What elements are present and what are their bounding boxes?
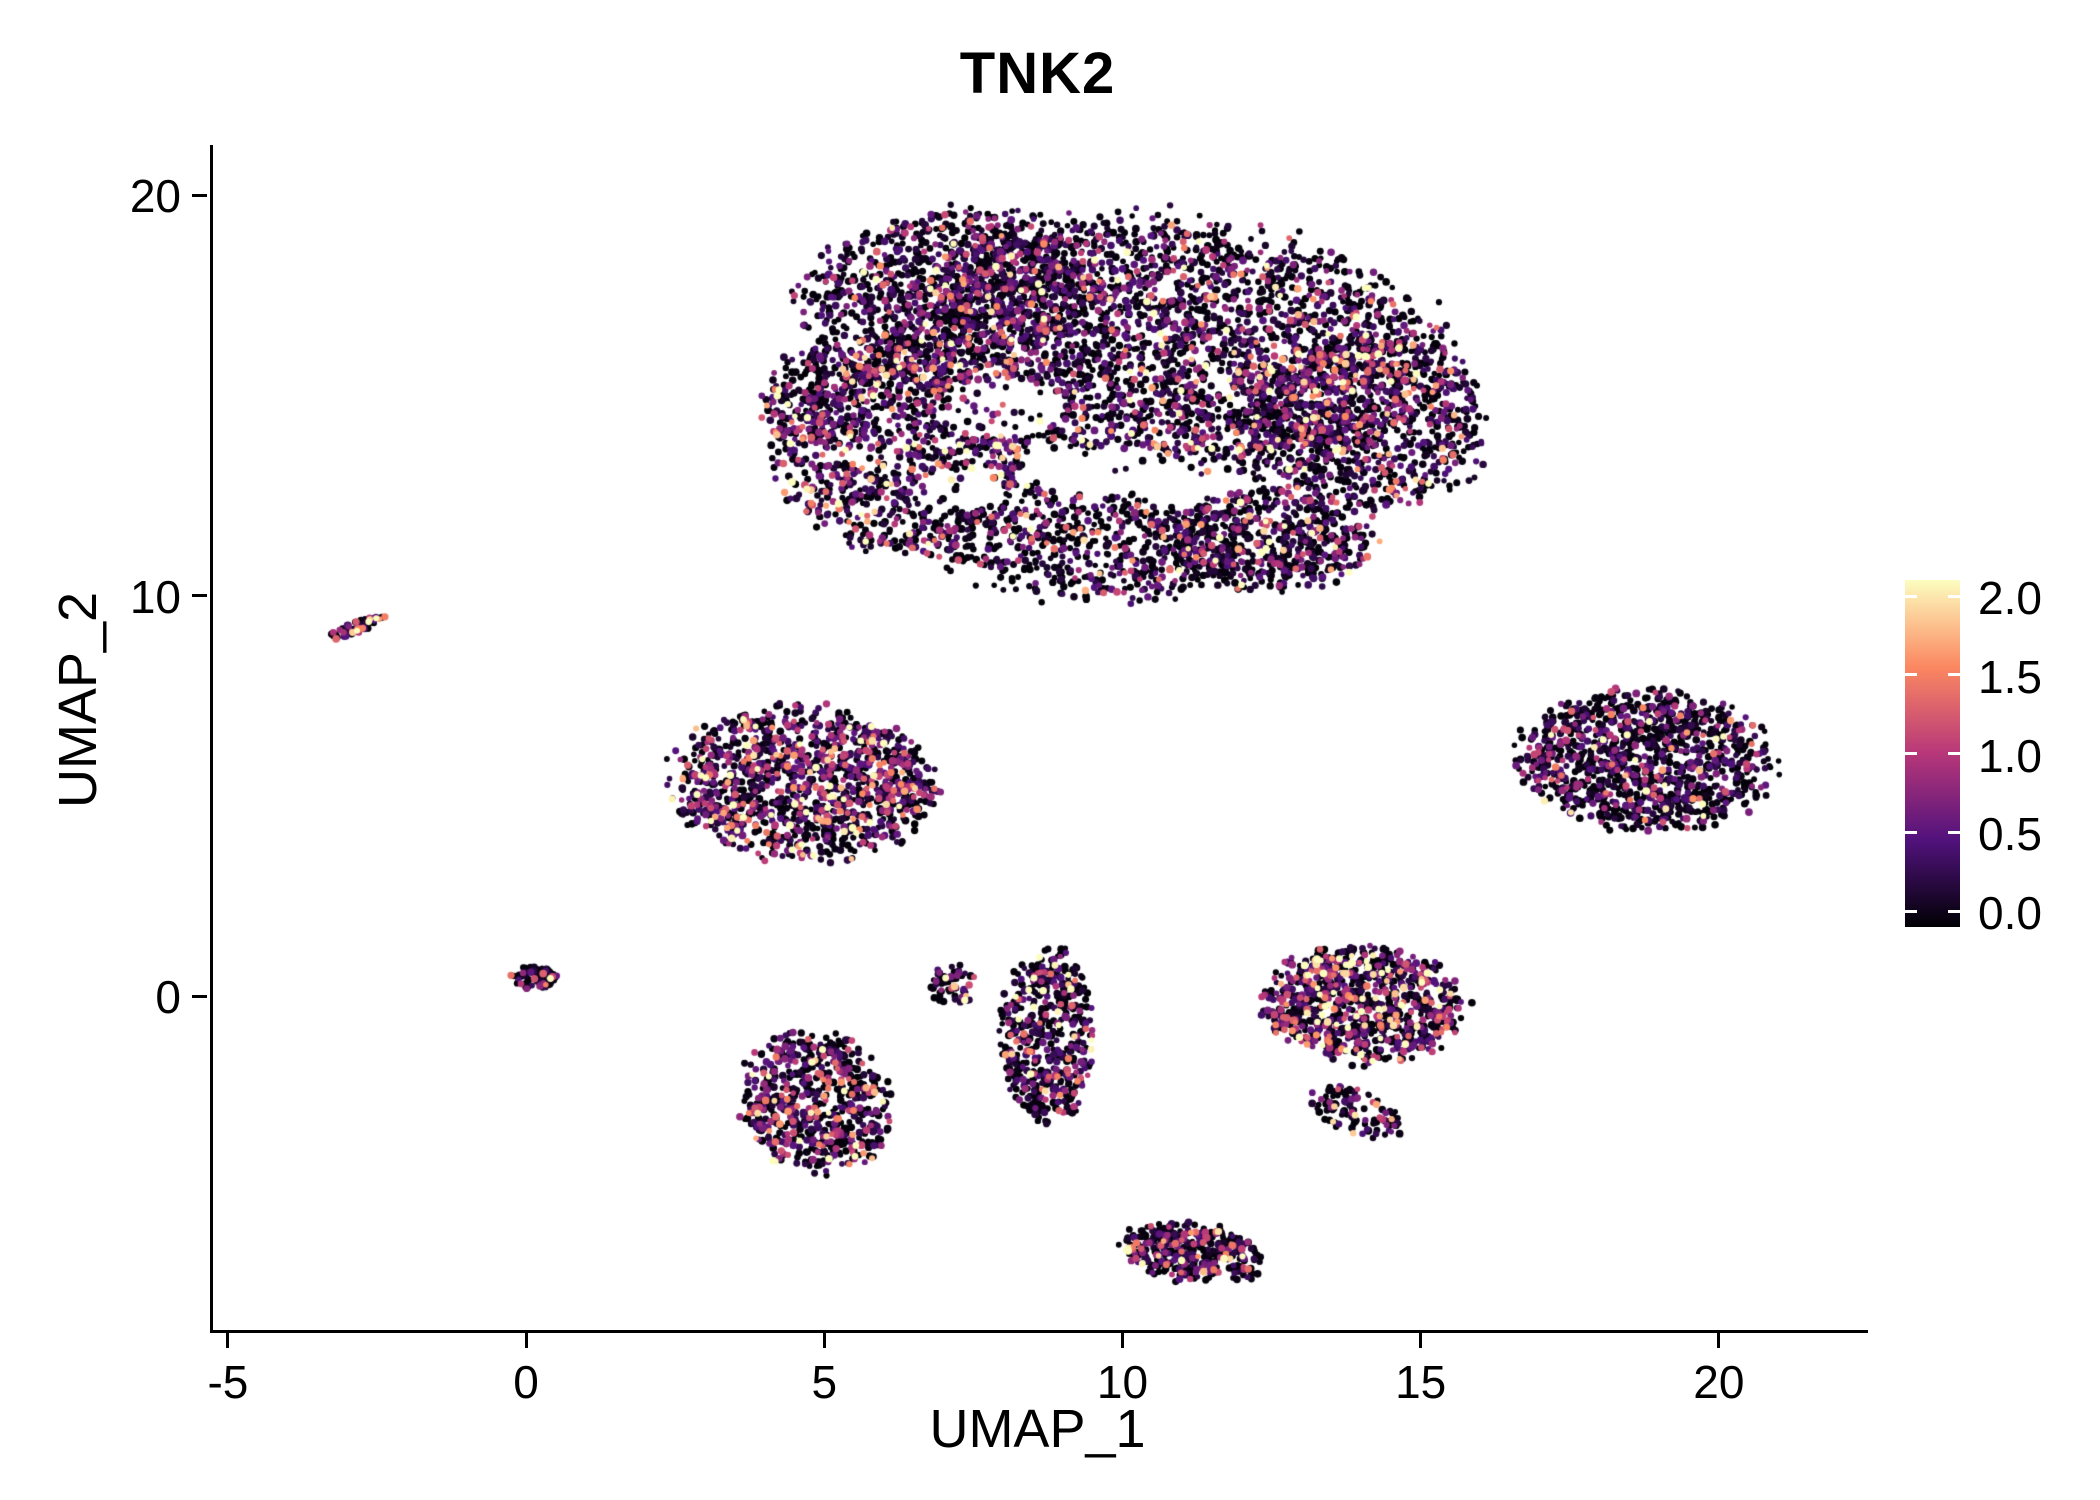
plot-area bbox=[210, 145, 1868, 1333]
colorbar-legend: 2.0 1.5 1.0 0.5 0.0 bbox=[1905, 575, 2042, 936]
x-tick-mark bbox=[822, 1333, 826, 1348]
x-axis-ticks: -5 0 5 10 15 20 bbox=[207, 1333, 1865, 1423]
x-tick-label: -5 bbox=[207, 1356, 249, 1408]
x-tick-mark bbox=[1419, 1333, 1423, 1348]
x-tick-mark bbox=[226, 1333, 230, 1348]
y-tick-mark bbox=[192, 594, 207, 598]
x-tick-label: 10 bbox=[1096, 1356, 1149, 1408]
y-tick-mark bbox=[192, 994, 207, 998]
colorbar-tick-mark bbox=[1905, 752, 1917, 755]
x-tick-label: 15 bbox=[1395, 1356, 1447, 1408]
colorbar-tick-label: 0.0 bbox=[1978, 887, 2042, 939]
colorbar-tick-mark bbox=[1905, 830, 1917, 834]
colorbar-tick-mark bbox=[1905, 594, 1917, 598]
colorbar-tick-mark bbox=[1948, 830, 1960, 834]
y-axis-ticks: 0 10 20 bbox=[0, 145, 207, 1330]
colorbar-tick-mark bbox=[1948, 594, 1960, 598]
scatter-points-canvas bbox=[213, 145, 1868, 1330]
colorbar-tick-label: 0.5 bbox=[1978, 808, 2042, 861]
colorbar-tick-mark bbox=[1905, 673, 1917, 677]
x-tick-label: 5 bbox=[811, 1356, 838, 1408]
colorbar-tick-label: 1.0 bbox=[1978, 729, 2042, 782]
x-tick-label: 20 bbox=[1693, 1356, 1745, 1408]
y-tick-label: 20 bbox=[129, 170, 181, 223]
colorbar-tick-mark bbox=[1905, 909, 1917, 913]
y-tick-mark bbox=[192, 193, 207, 197]
x-tick-mark bbox=[524, 1333, 528, 1348]
colorbar-tick-label: 1.5 bbox=[1978, 650, 2042, 703]
y-tick-label: 10 bbox=[129, 570, 181, 623]
chart-title: TNK2 bbox=[959, 41, 1116, 106]
y-axis-label: UMAP_2 bbox=[48, 591, 108, 809]
x-tick-mark bbox=[1120, 1333, 1124, 1348]
y-tick-label: 0 bbox=[155, 971, 181, 1023]
x-axis-label: UMAP_1 bbox=[929, 1399, 1146, 1459]
colorbar-tick-mark bbox=[1948, 909, 1960, 913]
colorbar-tick-mark bbox=[1948, 752, 1960, 755]
colorbar-tick-label: 2.0 bbox=[1978, 572, 2042, 624]
x-tick-mark bbox=[1717, 1333, 1721, 1348]
colorbar-tick-mark bbox=[1948, 673, 1960, 677]
x-tick-label: 0 bbox=[513, 1356, 539, 1408]
